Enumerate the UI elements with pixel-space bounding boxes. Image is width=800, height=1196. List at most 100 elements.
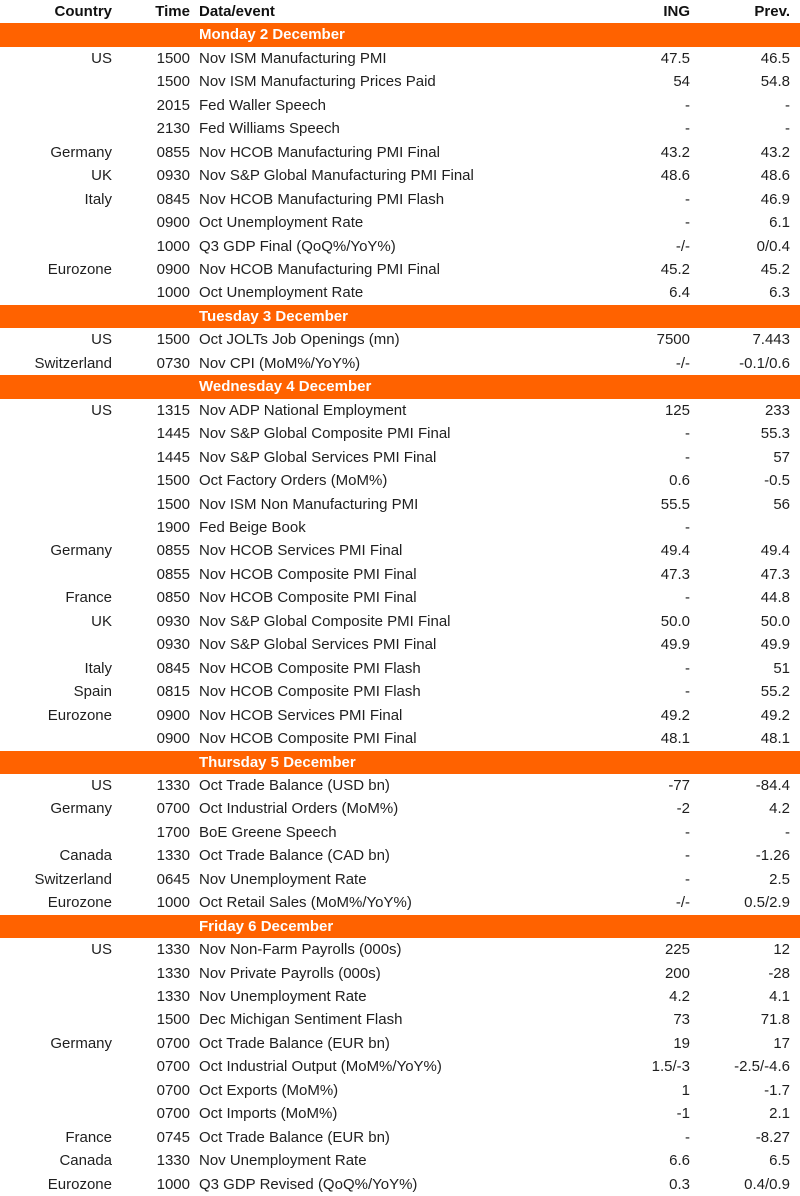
cell-country: Germany [50,800,112,818]
cell-prev: 4.1 [769,988,790,1006]
cell-event: Nov Unemployment Rate [199,1152,367,1170]
cell-time: 1445 [156,425,190,443]
cell-country [0,446,112,469]
cell-event: Oct JOLTs Job Openings (mn) [199,331,400,349]
day-section-title: Thursday 5 December [199,753,356,771]
table-row: France 0850 Nov HCOB Composite PMI Final… [0,586,800,609]
cell-prev: 0.4/0.9 [744,1175,790,1193]
day-section-header: Friday 6 December [0,914,800,939]
cell-country [0,1079,112,1102]
cell-ing: -/- [675,894,690,912]
cell-time: 0850 [156,589,190,607]
table-row: UK 0930 Nov S&P Global Composite PMI Fin… [0,610,800,633]
col-header-event: Data/event [199,3,275,20]
cell-event: Fed Beige Book [199,518,306,536]
cell-country [0,235,112,258]
cell-time: 0930 [156,167,190,185]
cell-event: Oct Trade Balance (CAD bn) [199,847,390,865]
table-row: 1500 Dec Michigan Sentiment Flash 73 71.… [0,1008,800,1031]
cell-event: Nov HCOB Composite PMI Flash [199,683,421,701]
col-header-country: Country [54,3,113,20]
cell-time: 1500 [156,73,190,91]
cell-time: 0900 [156,730,190,748]
cell-time: 0855 [156,565,190,583]
cell-ing: - [685,870,690,888]
cell-time: 1315 [156,401,190,419]
cell-country: France [65,589,112,607]
cell-ing: 48.6 [660,167,690,185]
cell-prev: 49.4 [760,542,790,560]
cell-event: Oct Industrial Output (MoM%/YoY%) [199,1058,442,1076]
cell-event: Oct Unemployment Rate [199,284,364,302]
table-row: 1500 Nov ISM Manufacturing Prices Paid 5… [0,70,800,93]
cell-time: 0700 [156,800,190,818]
table-row: US 1330 Nov Non-Farm Payrolls (000s) 225… [0,938,800,961]
cell-prev: 56 [773,495,790,513]
cell-event: Nov HCOB Manufacturing PMI Final [199,260,440,278]
cell-prev: -0.5 [764,472,790,490]
cell-ing: - [685,214,690,232]
cell-prev: 233 [764,401,790,419]
cell-prev: 6.5 [769,1152,790,1170]
table-row: 0700 Oct Imports (MoM%) -1 2.1 [0,1102,800,1125]
cell-prev: -0.1/0.6 [739,354,790,372]
cell-event: Nov ISM Manufacturing PMI [199,49,387,67]
cell-prev: 55.2 [760,683,790,701]
cell-time: 0845 [156,190,190,208]
table-row: UK 0930 Nov S&P Global Manufacturing PMI… [0,164,800,187]
cell-prev: 54.8 [760,73,790,91]
table-row: 1330 Nov Private Payrolls (000s) 200 -28 [0,962,800,985]
cell-ing: 48.1 [660,730,690,748]
table-row: 1900 Fed Beige Book - [0,516,800,539]
table-row: 2130 Fed Williams Speech - - [0,117,800,140]
table-row: Eurozone 0900 Nov HCOB Services PMI Fina… [0,704,800,727]
cell-ing: 225 [664,941,690,959]
table-row: 0930 Nov S&P Global Services PMI Final 4… [0,633,800,656]
cell-country: US [91,401,112,419]
cell-time: 1445 [156,448,190,466]
table-row: Switzerland 0730 Nov CPI (MoM%/YoY%) -/-… [0,352,800,375]
table-row: 1000 Q3 GDP Final (QoQ%/YoY%) -/- 0/0.4 [0,235,800,258]
cell-ing: - [685,190,690,208]
cell-prev: -1.7 [764,1081,790,1099]
table-row: Eurozone 0900 Nov HCOB Manufacturing PMI… [0,258,800,281]
cell-time: 1000 [156,1175,190,1193]
table-row: Canada 1330 Nov Unemployment Rate 6.6 6.… [0,1149,800,1172]
cell-prev: 0.5/2.9 [744,894,790,912]
cell-time: 2130 [156,120,190,138]
cell-time: 1330 [156,1152,190,1170]
cell-prev: 7.443 [752,331,790,349]
cell-prev: -28 [768,964,790,982]
cell-country [0,70,112,93]
cell-ing: - [685,683,690,701]
cell-prev: - [785,120,790,138]
cell-country: US [91,331,112,349]
cell-country: Eurozone [47,706,112,724]
cell-country: Italy [84,659,112,677]
cell-event: Nov S&P Global Composite PMI Final [199,425,451,443]
cell-event: Oct Trade Balance (EUR bn) [199,1128,390,1146]
cell-ing: 54 [673,73,690,91]
cell-ing: 200 [664,964,690,982]
cell-time: 1700 [156,823,190,841]
table-row: Italy 0845 Nov HCOB Composite PMI Flash … [0,657,800,680]
table-row: US 1500 Oct JOLTs Job Openings (mn) 7500… [0,328,800,351]
cell-event: Nov ISM Manufacturing Prices Paid [199,73,436,91]
table-row: 0855 Nov HCOB Composite PMI Final 47.3 4… [0,563,800,586]
cell-ing: 43.2 [660,143,690,161]
cell-event: BoE Greene Speech [199,823,337,841]
cell-time: 1500 [156,1011,190,1029]
cell-time: 0700 [156,1081,190,1099]
cell-country [0,727,112,750]
cell-time: 1500 [156,495,190,513]
cell-ing: - [685,425,690,443]
cell-event: Nov S&P Global Services PMI Final [199,636,437,654]
table-row: Germany 0855 Nov HCOB Manufacturing PMI … [0,141,800,164]
cell-ing: 0.6 [669,472,690,490]
cell-prev: 12 [773,941,790,959]
cell-country [0,1102,112,1125]
table-row: 1445 Nov S&P Global Services PMI Final -… [0,446,800,469]
cell-ing: -77 [668,776,690,794]
cell-event: Nov Unemployment Rate [199,988,367,1006]
